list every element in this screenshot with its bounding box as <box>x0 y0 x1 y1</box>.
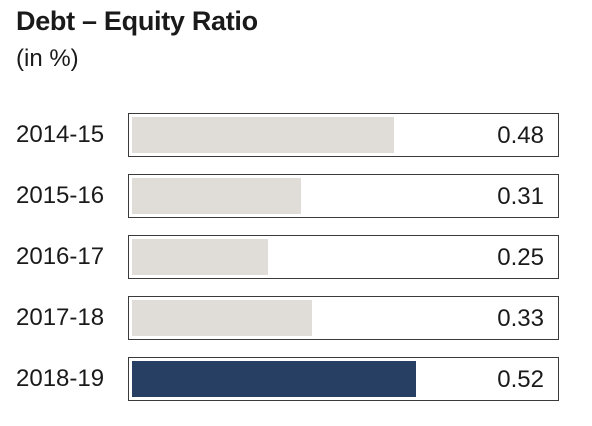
value-label: 0.48 <box>497 122 544 149</box>
bar-2015-16 <box>132 178 301 214</box>
category-label: 2018-19 <box>16 365 105 392</box>
bar-2014-15 <box>132 117 394 153</box>
value-label: 0.25 <box>497 244 544 271</box>
value-label: 0.31 <box>497 183 544 210</box>
bar-frame: 0.31 <box>128 174 559 218</box>
bar-frame: 0.33 <box>128 296 559 340</box>
value-label: 0.52 <box>497 366 544 393</box>
category-label: 2016-17 <box>16 243 105 270</box>
category-label: 2015-16 <box>16 182 105 209</box>
chart-title: Debt – Equity Ratio <box>16 6 258 36</box>
category-label: 2017-18 <box>16 304 105 331</box>
category-label: 2014-15 <box>16 121 105 148</box>
bar-2016-17 <box>132 239 268 275</box>
bar-frame: 0.52 <box>128 357 559 401</box>
bar-row-2014-15: 2014-15 0.48 <box>0 113 592 157</box>
chart-subtitle: (in %) <box>16 45 79 72</box>
bar-row-2015-16: 2015-16 0.31 <box>0 174 592 218</box>
bar-row-2017-18: 2017-18 0.33 <box>0 296 592 340</box>
bar-frame: 0.25 <box>128 235 559 279</box>
bar-2017-18 <box>132 300 312 336</box>
value-label: 0.33 <box>497 305 544 332</box>
bar-frame: 0.48 <box>128 113 559 157</box>
bar-2018-19 <box>132 361 416 397</box>
bar-row-2018-19: 2018-19 0.52 <box>0 357 592 401</box>
bar-row-2016-17: 2016-17 0.25 <box>0 235 592 279</box>
